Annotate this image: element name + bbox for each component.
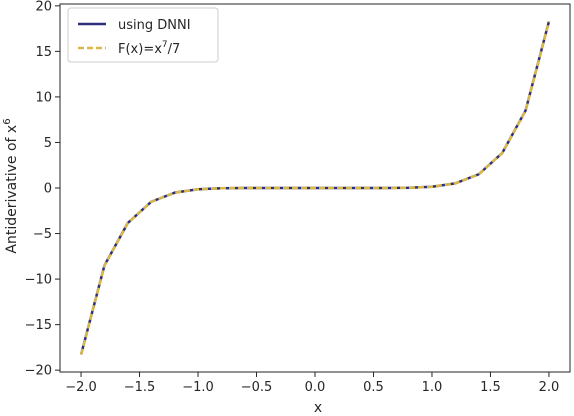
y-tick-label: 20 bbox=[35, 0, 52, 14]
y-tick-label: −5 bbox=[33, 227, 52, 242]
legend-label-dnni: using DNNI bbox=[118, 18, 191, 33]
legend-label-exact-text: F(x)=x bbox=[118, 42, 162, 57]
x-tick-label: −0.5 bbox=[241, 380, 273, 395]
legend: using DNNI F(x)=x7/7 bbox=[67, 7, 219, 63]
x-tick-label: −2.0 bbox=[65, 380, 97, 395]
y-tick-label: 15 bbox=[35, 45, 52, 60]
x-tick-label: 2.0 bbox=[539, 380, 560, 395]
y-axis-label-text: Antiderivative of x bbox=[4, 125, 20, 254]
x-tick-label: −1.0 bbox=[182, 380, 214, 395]
y-tick-label: −10 bbox=[25, 273, 52, 288]
legend-label-exact-superscript: 7 bbox=[162, 40, 168, 50]
y-tick-label: −15 bbox=[25, 318, 52, 333]
y-tick-label: 0 bbox=[44, 182, 52, 197]
x-tick-label: 1.5 bbox=[480, 380, 501, 395]
y-tick-label: 5 bbox=[44, 136, 52, 151]
x-tick-label: 0.5 bbox=[363, 380, 384, 395]
series-line-exact bbox=[79, 21, 551, 355]
series-layer bbox=[79, 21, 551, 355]
y-tick-label: 10 bbox=[35, 90, 52, 105]
x-tick-label: 0.0 bbox=[305, 380, 326, 395]
x-tick-label: −1.5 bbox=[124, 380, 156, 395]
legend-label-exact-suffix: /7 bbox=[168, 42, 181, 57]
legend-label-exact: F(x)=x7/7 bbox=[118, 40, 180, 57]
x-tick-label: 1.0 bbox=[422, 380, 443, 395]
y-tick-label: −20 bbox=[25, 364, 52, 379]
x-axis-label: x bbox=[314, 400, 322, 416]
ticks-layer: −2.0 −1.5 −1.0 −0.5 0.0 0.5 1.0 1.5 2.0 −20 −15 −10… bbox=[25, 0, 560, 395]
y-axis-label-superscript: 6 bbox=[2, 118, 13, 124]
y-axis-label: Antiderivative of x6 bbox=[2, 118, 20, 253]
